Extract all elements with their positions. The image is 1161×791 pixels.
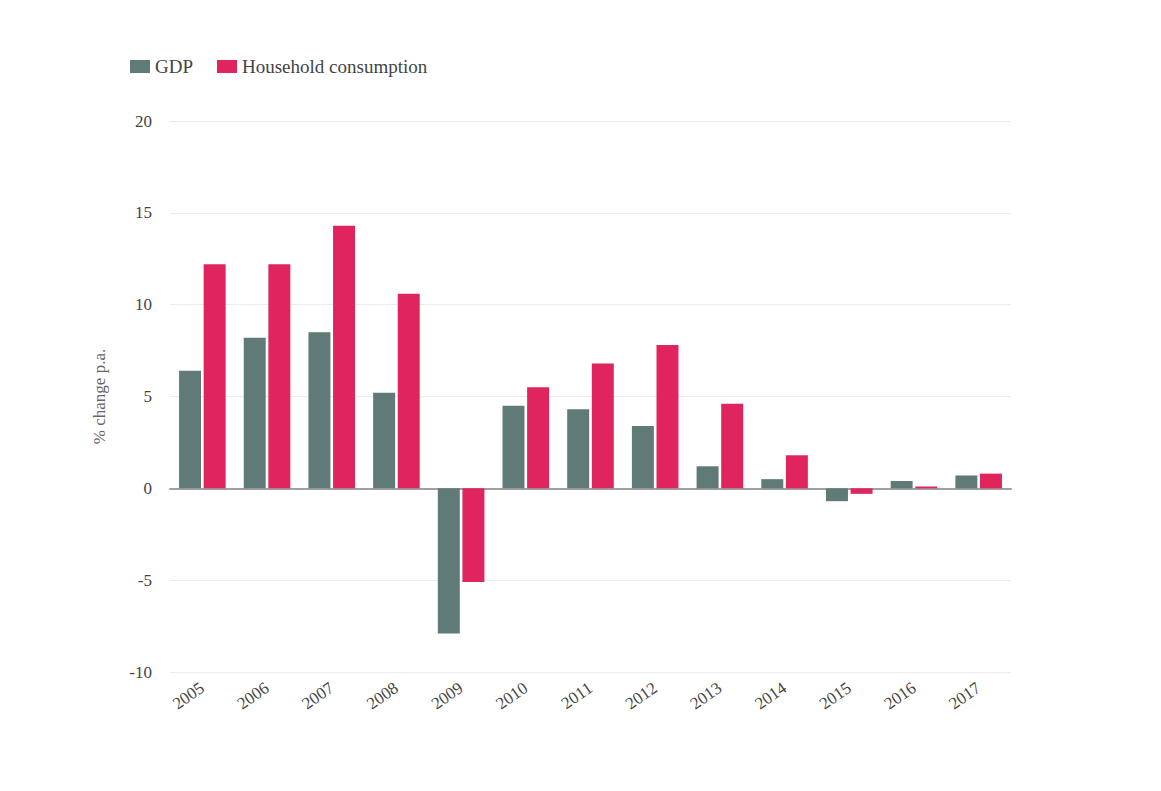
svg-text:2007: 2007	[298, 678, 337, 713]
svg-text:2012: 2012	[622, 678, 661, 713]
svg-text:5: 5	[144, 387, 153, 406]
svg-text:2008: 2008	[363, 678, 402, 713]
svg-text:% change p.a.: % change p.a.	[90, 349, 109, 444]
svg-text:10: 10	[135, 295, 152, 314]
svg-text:15: 15	[135, 203, 152, 222]
svg-text:2015: 2015	[816, 678, 855, 713]
svg-text:2014: 2014	[751, 678, 790, 713]
svg-text:0: 0	[144, 479, 153, 498]
svg-text:2005: 2005	[169, 678, 208, 713]
svg-text:2016: 2016	[881, 678, 920, 713]
svg-text:-10: -10	[129, 663, 152, 682]
svg-text:2017: 2017	[945, 678, 984, 713]
svg-text:-5: -5	[138, 571, 152, 590]
svg-text:2011: 2011	[558, 678, 596, 713]
svg-text:20: 20	[135, 112, 152, 131]
svg-text:2010: 2010	[493, 678, 532, 713]
svg-text:GDP: GDP	[155, 56, 193, 77]
svg-text:Household consumption: Household consumption	[242, 56, 428, 77]
svg-text:2013: 2013	[687, 678, 726, 713]
svg-text:2006: 2006	[234, 678, 273, 713]
svg-text:2009: 2009	[428, 678, 467, 713]
